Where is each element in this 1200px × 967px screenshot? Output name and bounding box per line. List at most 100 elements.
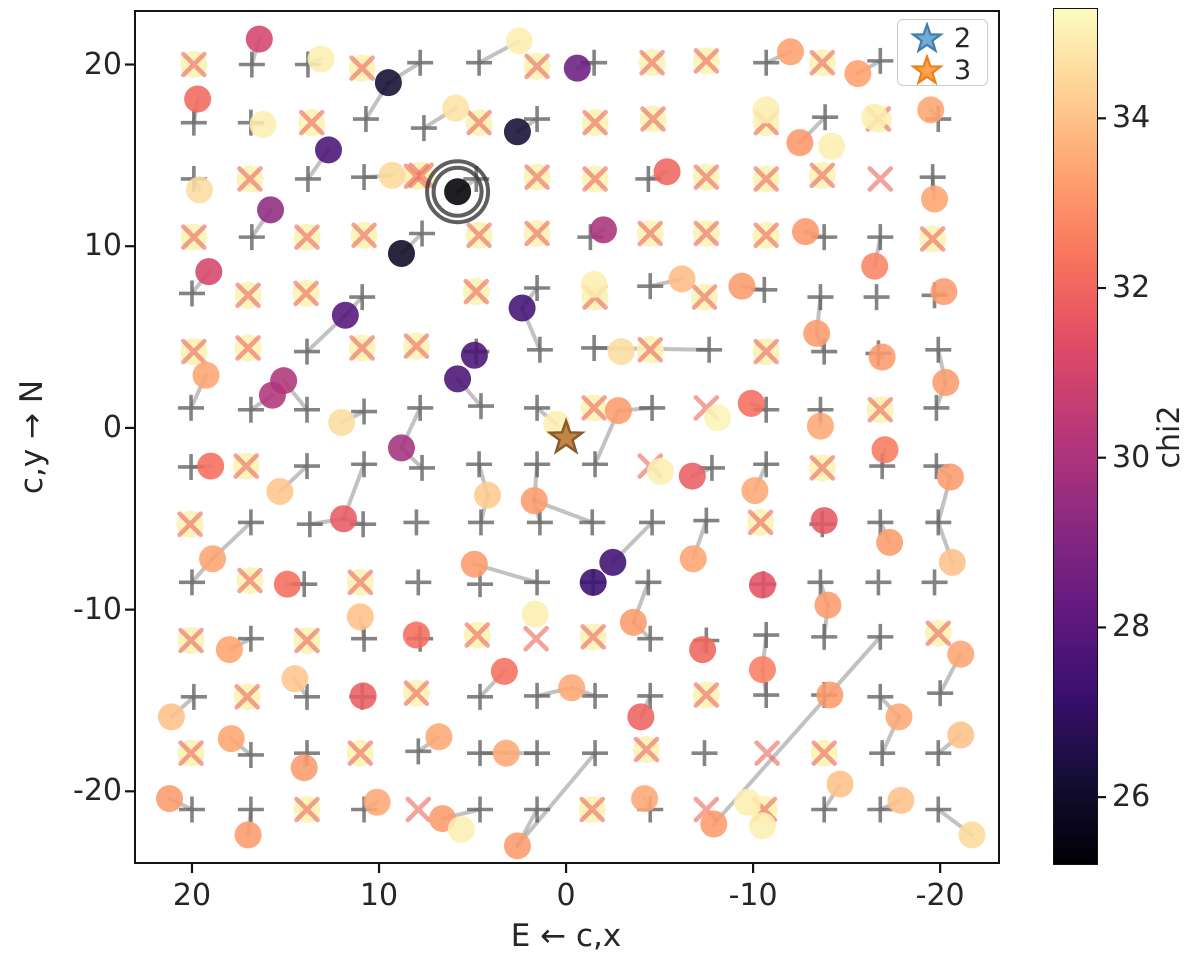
plus-marker [524, 275, 551, 302]
x-tick-label: 0 [556, 878, 576, 913]
x-marker [233, 453, 260, 479]
data-dot [861, 103, 889, 131]
data-dot [474, 481, 502, 509]
x-marker [753, 222, 779, 249]
plus-marker [524, 106, 551, 133]
colorbar [1053, 8, 1098, 865]
data-dot [444, 365, 472, 393]
data-dot [580, 270, 608, 298]
plus-marker [237, 509, 264, 536]
x-marker [181, 224, 207, 250]
plus-marker [753, 682, 780, 709]
data-dot [290, 754, 318, 782]
data-dot [447, 815, 475, 843]
plus-marker [526, 336, 553, 363]
x-marker [867, 396, 894, 423]
data-dot [281, 665, 309, 693]
plus-marker [524, 796, 551, 823]
x-marker [693, 220, 720, 247]
data-dot [490, 657, 518, 685]
plus-marker [927, 680, 954, 707]
plus-marker [467, 509, 494, 536]
x-marker [403, 680, 430, 706]
star-icon [910, 22, 944, 54]
data-dot [589, 216, 617, 244]
x-marker [178, 627, 204, 654]
plus-marker [352, 106, 379, 133]
plus-marker [867, 509, 894, 536]
x-marker [580, 624, 606, 650]
plus-marker [869, 740, 896, 767]
model-star-marker [546, 417, 586, 455]
colorbar-tick-label: 26 [1112, 779, 1151, 815]
plus-marker [637, 682, 664, 709]
plus-marker [753, 622, 780, 649]
data-dot [331, 301, 359, 329]
data-dot [958, 821, 986, 849]
plus-marker [405, 738, 432, 765]
data-dot [460, 550, 488, 578]
data-dot [604, 397, 632, 425]
plus-marker [407, 394, 434, 421]
x-marker [181, 51, 207, 78]
plus-marker [867, 796, 894, 823]
data-dot [328, 408, 356, 436]
plus-marker [524, 740, 551, 767]
colorbar-tick-label: 30 [1112, 439, 1151, 475]
data-dot [442, 94, 470, 122]
x-marker [637, 336, 664, 363]
legend-entry-3[interactable]: 3 [898, 54, 987, 86]
x-marker [463, 278, 490, 305]
data-dot [558, 674, 586, 702]
x-marker [811, 740, 837, 766]
data-dot [444, 178, 472, 206]
data-dot [791, 218, 819, 246]
y-tick-label: 0 [102, 409, 122, 445]
data-dot [818, 132, 846, 160]
x-marker [867, 166, 894, 192]
data-dot [826, 770, 854, 798]
connector-line [515, 751, 598, 848]
x-marker [351, 222, 377, 249]
x-marker [403, 163, 430, 190]
plus-marker [751, 276, 778, 303]
plus-marker [405, 569, 432, 596]
data-dot [748, 571, 776, 599]
data-dot [777, 38, 805, 66]
x-marker [523, 625, 549, 652]
x-marker [237, 567, 263, 594]
plus-marker [178, 280, 205, 307]
data-dot [752, 96, 780, 124]
x-marker [237, 166, 263, 192]
legend-label: 2 [954, 22, 972, 54]
data-dot [871, 436, 899, 464]
x-marker [809, 162, 836, 189]
data-dot [936, 463, 964, 491]
plus-marker [581, 334, 608, 361]
data-dot [627, 703, 655, 731]
data-dot [387, 434, 415, 462]
plus-marker [238, 224, 265, 251]
plus-marker [178, 796, 205, 823]
plus-marker [812, 104, 839, 131]
plus-marker [467, 393, 494, 420]
data-dot [806, 412, 834, 440]
plus-marker [237, 796, 264, 823]
x-marker [524, 164, 550, 190]
plus-marker [637, 273, 664, 300]
y-tick-label: -20 [73, 773, 122, 809]
x-marker [294, 796, 320, 823]
legend-entry-2[interactable]: 2 [898, 22, 987, 54]
x-marker [464, 622, 491, 648]
plus-marker [696, 336, 723, 363]
data-dot [199, 545, 227, 573]
x-marker [639, 49, 665, 76]
x-tick-label: -10 [728, 878, 778, 913]
plus-marker [867, 47, 894, 74]
plus-marker [296, 511, 323, 538]
plus-marker [582, 451, 609, 478]
data-dot [521, 600, 549, 628]
plus-marker [467, 740, 494, 767]
